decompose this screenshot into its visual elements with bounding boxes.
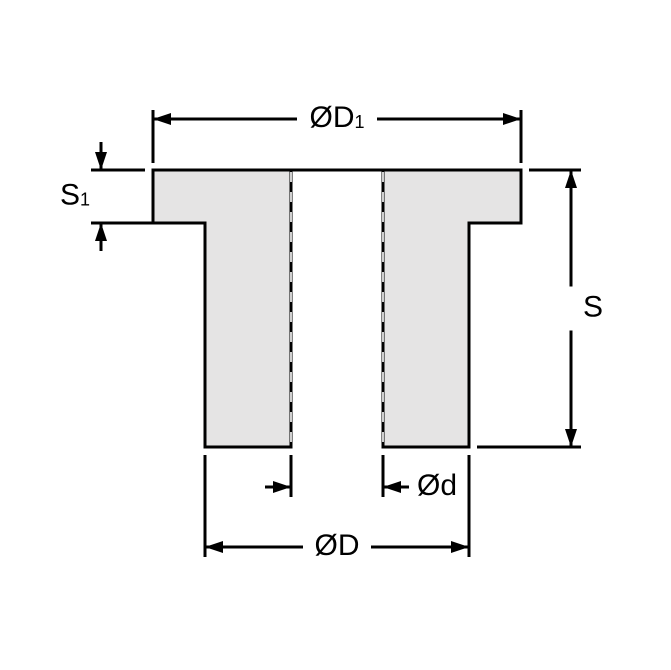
arrow-head [95,152,107,170]
arrow-head [503,113,521,125]
section-right [383,170,521,447]
dim-label-S: S [583,290,603,323]
arrow-head [205,541,223,553]
arrow-head [451,541,469,553]
dim-label-S1: S1 [60,178,90,211]
arrow-head [565,429,577,447]
dim-label-d: Ød [417,469,457,502]
arrow-head [95,223,107,241]
arrow-head [383,481,401,493]
arrow-head [153,113,171,125]
dim-label-D: ØD [315,529,360,562]
section-left [153,170,291,447]
bushing-diagram: ØD1 S S1 Ød ØD [0,0,671,670]
arrow-head [273,481,291,493]
dim-label-D1: ØD1 [309,101,364,134]
arrow-head [565,170,577,188]
